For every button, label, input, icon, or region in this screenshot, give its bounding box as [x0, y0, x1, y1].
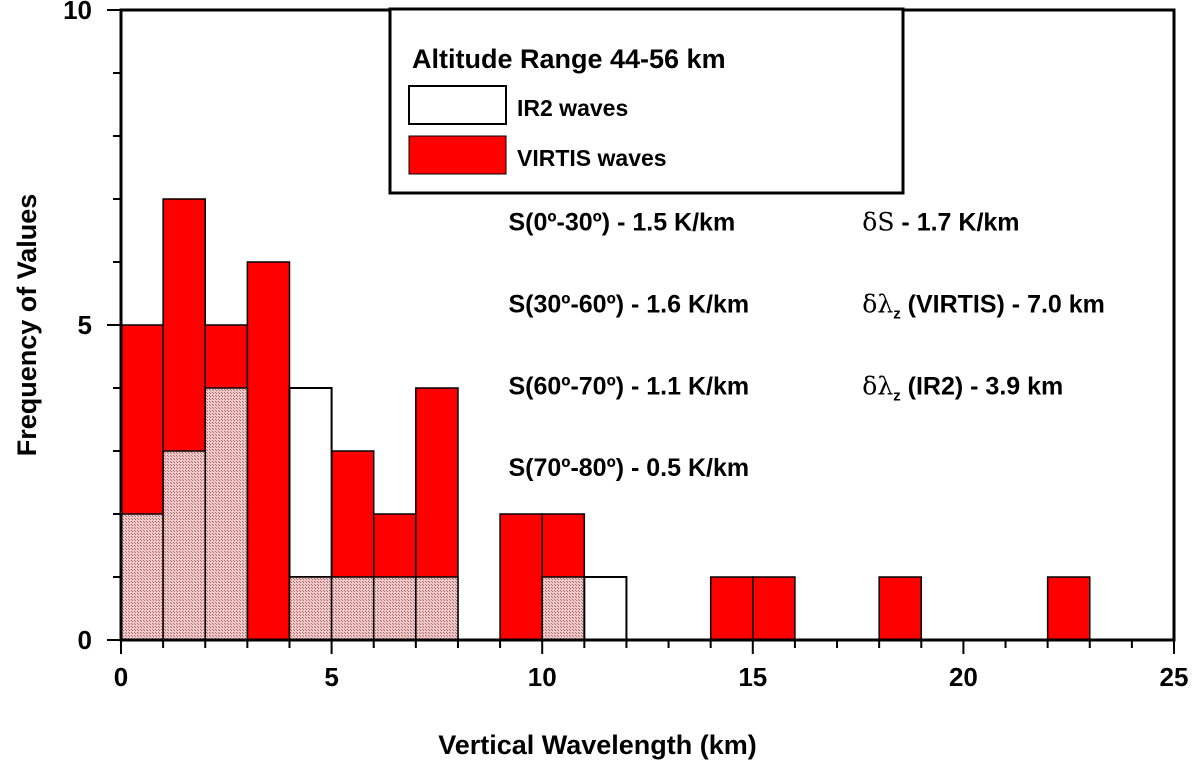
- legend: Altitude Range 44-56 km IR2 waves VIRTIS…: [388, 7, 905, 195]
- x-tick-label: 15: [738, 662, 767, 692]
- overlap-bar: [415, 576, 459, 641]
- overlap-bar: [288, 576, 333, 641]
- y-tick-label: 0: [78, 625, 92, 655]
- x-tick-label: 5: [324, 662, 338, 692]
- bars-layer: [120, 198, 1091, 641]
- annotation-s4: S(70º-80º) - 0.5 K/km: [509, 454, 750, 482]
- overlap-bar: [204, 387, 249, 641]
- legend-label-virtis: VIRTIS waves: [517, 145, 667, 171]
- ir2-bar: [288, 387, 333, 578]
- virtis-bar: [246, 261, 291, 641]
- x-tick-label: 25: [1160, 662, 1189, 692]
- overlap-bar: [162, 450, 206, 641]
- ticks-layer: [107, 9, 1175, 654]
- legend-swatch-virtis: [408, 135, 507, 175]
- annotations-layer: S(0º-30º) - 1.5 K/km S(30º-60º) - 1.6 K/k…: [509, 208, 1105, 483]
- virtis-bar: [878, 576, 923, 641]
- tick-labels-layer: 0 5 10 15 20 25 0 5 10: [63, 0, 1188, 692]
- annotation-s1: S(0º-30º) - 1.5 K/km: [509, 209, 736, 237]
- x-tick-label: 0: [114, 662, 128, 692]
- overlap-bar: [372, 576, 417, 641]
- legend-swatch-ir2: [408, 85, 507, 125]
- annotation-d1: δS - 1.7 K/km: [862, 208, 1019, 237]
- virtis-bar: [1046, 576, 1091, 641]
- x-axis-title: Vertical Wavelength (km): [438, 730, 757, 760]
- ir2-bar: [583, 576, 628, 641]
- legend-label-ir2: IR2 waves: [517, 95, 628, 121]
- overlap-bar: [120, 513, 164, 641]
- overlap-bar: [541, 576, 586, 641]
- x-tick-label: 20: [949, 662, 978, 692]
- virtis-bar: [752, 576, 796, 641]
- annotation-d3: δλz (IR2) - 3.9 km: [862, 371, 1063, 404]
- y-tick-label: 5: [78, 310, 92, 340]
- legend-title: Altitude Range 44-56 km: [412, 44, 726, 74]
- annotation-s2: S(30º-60º) - 1.6 K/km: [509, 290, 750, 318]
- overlap-bar: [330, 576, 375, 641]
- y-tick-label: 10: [63, 0, 92, 25]
- x-tick-label: 10: [528, 662, 557, 692]
- annotation-d2: δλz (VIRTIS) - 7.0 km: [862, 289, 1105, 322]
- virtis-bar: [499, 513, 543, 641]
- virtis-bar: [709, 576, 754, 641]
- annotation-s3: S(60º-70º) - 1.1 K/km: [509, 372, 750, 400]
- y-axis-title: Frequency of Values: [12, 194, 42, 457]
